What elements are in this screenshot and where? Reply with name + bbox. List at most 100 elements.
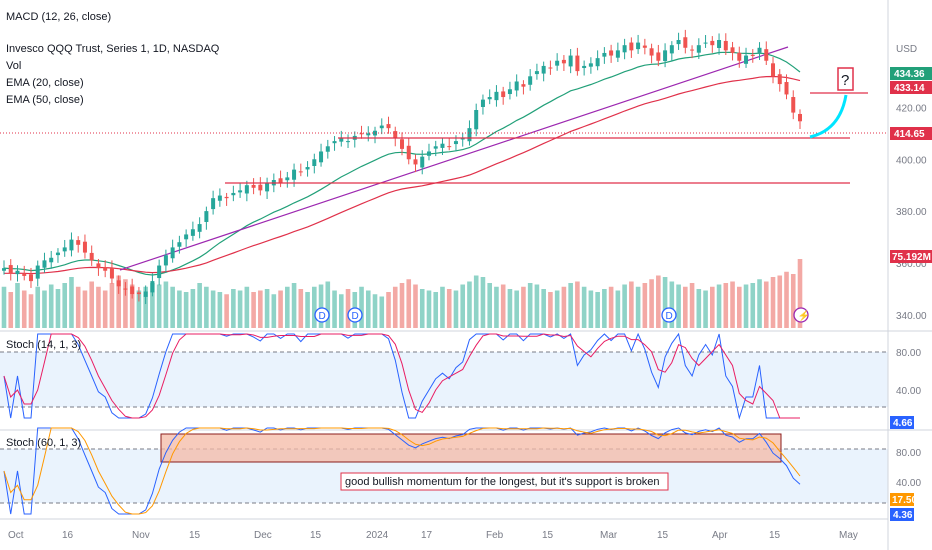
earnings-marker[interactable] [793,307,809,323]
vol-label: Vol [6,60,21,72]
volume-bar [649,279,654,328]
volume-bar [541,289,546,328]
candle-body [426,151,431,156]
macd-label: MACD (12, 26, close) [6,11,111,23]
candle-body [791,97,796,113]
candle-body [683,37,688,48]
candle-body [750,54,755,56]
marker-label: D [666,311,673,322]
candle-body [312,159,317,167]
candle-body [642,45,647,48]
candle-body [319,151,324,163]
volume-bar [136,290,142,328]
momentum-highlight-box[interactable] [160,433,782,463]
volume-bar [548,292,553,328]
ema20-label: EMA (20, close) [6,77,84,89]
volume-tag [890,250,932,263]
volume-bar [608,286,614,328]
svg-text:4.66: 4.66 [893,418,913,429]
trendline[interactable] [119,46,789,271]
volume-bar [716,284,722,328]
candle-body [42,260,47,268]
candle-body [480,99,485,107]
candle-body [629,42,634,51]
volume-bar [224,294,229,328]
dividend-markers[interactable]: D D D ⚡ [314,307,810,323]
volume-bar [696,289,702,328]
candle-body [265,182,270,192]
question-mark: ? [841,72,849,89]
ema50-label: EMA (50, close) [6,94,84,106]
volume-bar [150,283,155,328]
time-axis[interactable]: Oct 16 Nov 15 Dec 15 2024 17 Feb 15 Mar 15 Apr 15 May [8,530,858,541]
volume-bar [298,289,304,328]
candle-body [676,40,681,45]
volume-bar [790,274,796,328]
volume-bar [183,292,189,328]
volume-bar [433,292,439,328]
volume-bar [48,284,54,328]
volume-bar [723,283,729,328]
candle-body [636,42,641,50]
time-tick: 15 [542,530,554,541]
candle-body [656,52,661,61]
dividend-marker[interactable] [661,307,677,323]
candle-body [238,190,243,193]
volume-bar [689,283,695,328]
candle-body [588,63,593,67]
price-tags: 434.36 433.14 414.65 75.192M 4.66 17.50 … [890,67,932,521]
candle-body [663,50,668,62]
candle-body [757,47,762,53]
candle-body [379,125,384,129]
dividend-marker[interactable] [347,307,363,323]
stoch-level-label: 40.00 [896,478,921,489]
candle-body [420,156,425,168]
volume-bar [271,294,277,328]
dividend-marker[interactable] [314,307,330,323]
question-box[interactable] [837,67,854,91]
candle-body [501,91,506,98]
volume-bar [473,275,479,328]
candle-body [568,55,573,67]
time-tick: Apr [712,530,728,541]
candle-body [507,89,512,95]
volume-bar [703,290,708,328]
time-tick: Mar [600,530,618,541]
candle-body [163,255,168,266]
candle-body [82,241,87,253]
volume-bar [683,286,688,328]
ema20-tag [890,67,932,80]
candle-body [521,84,526,87]
volume-bar [642,283,648,328]
volume-bar [554,290,560,328]
volume-bar [662,277,668,328]
note-box[interactable] [340,472,669,491]
volume-bar [231,289,236,328]
candle-body [717,40,722,48]
candle-body [494,91,499,101]
volume-bar [480,277,486,328]
price-axis[interactable]: USD 420.00 400.00 380.00 360.00 340.00 [896,44,927,322]
volume-bar [325,281,331,328]
volume-bar [82,290,88,328]
candle-body [244,185,249,194]
volume-bar [251,292,256,328]
candle-body [595,58,600,67]
stoch-level-label: 80.00 [896,348,921,359]
volume-bar [629,281,634,328]
stoch60-d-tag [890,493,914,506]
candle-body [298,171,303,173]
time-tick: 15 [189,530,201,541]
time-tick: Feb [486,530,504,541]
ema50-line [4,75,801,275]
price-tick: 360.00 [896,259,927,270]
price-tick: 420.00 [896,103,927,114]
ema20-line [3,51,801,276]
candle-body [723,40,728,51]
volume-bar [797,259,803,328]
volume-bar [244,286,250,328]
candle-body [325,146,330,152]
candle-body [170,247,175,259]
volume-bar [588,290,594,328]
